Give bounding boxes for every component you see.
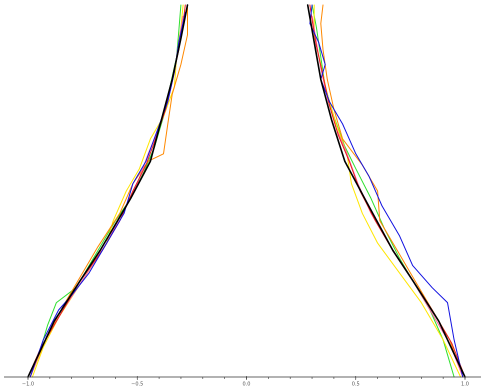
series-line-red-left [27,4,186,378]
series-line-black-right [306,4,466,378]
x-axis-major-ticks [27,376,466,380]
series-lines [27,4,466,378]
series-line-red-right [309,4,466,378]
series-line-orange-right [320,4,464,378]
x-axis-tick-labels: −1.0 −0.5 0.0 0.5 1.0 [22,382,469,388]
x-axis-tick-label: 1.0 [461,382,469,388]
x-axis-tick-label: 0.5 [352,382,360,388]
x-axis-tick-label: −0.5 [131,382,143,388]
x-axis: −1.0 −0.5 0.0 0.5 1.0 [4,376,481,388]
series-line-green-right [311,4,455,378]
series-line-blue-right [309,4,464,378]
x-axis-tick-label: −1.0 [22,382,34,388]
series-line-black-left [27,4,189,378]
x-axis-tick-label: 0.0 [243,382,251,388]
